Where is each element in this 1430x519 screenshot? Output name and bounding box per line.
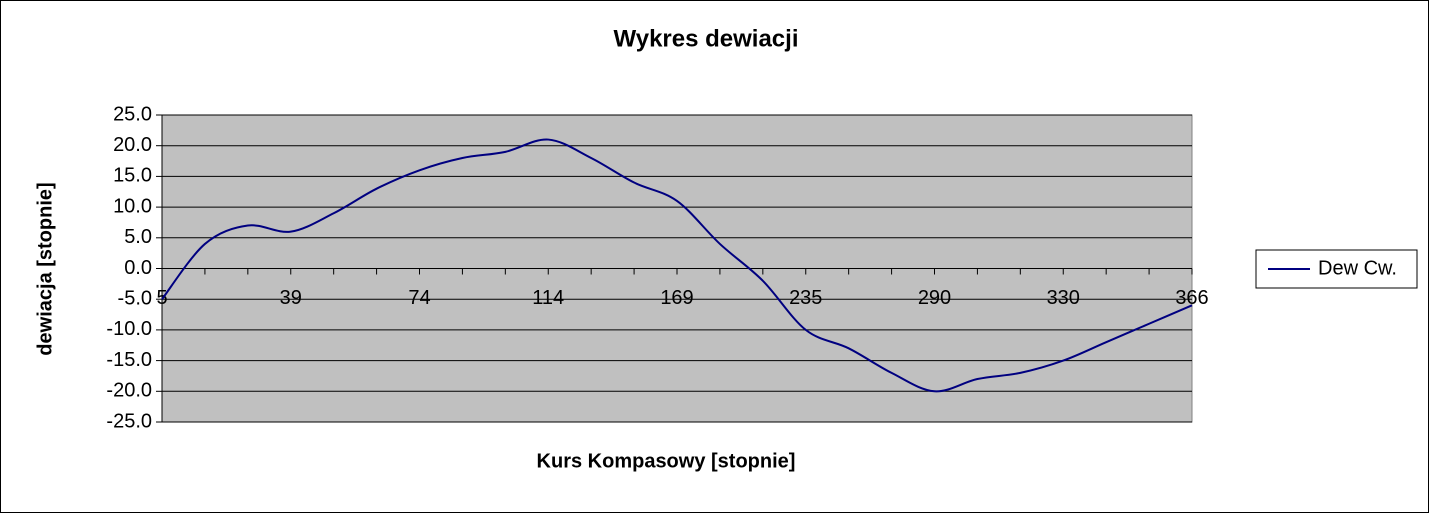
x-tick-label: 114	[532, 287, 564, 309]
x-tick-label: 169	[660, 287, 693, 309]
x-axis-title: Kurs Kompasowy [stopnie]	[537, 450, 796, 472]
x-tick-label: 330	[1047, 287, 1080, 309]
y-axis-title: dewiacja [stopnie]	[34, 182, 56, 355]
y-tick-label: 25.0	[113, 103, 152, 125]
y-tick-label: 15.0	[113, 165, 152, 187]
y-tick-label: 10.0	[113, 195, 152, 217]
x-tick-label: 290	[918, 287, 951, 309]
y-tick-label: -20.0	[106, 380, 152, 402]
x-tick-label: 74	[408, 287, 430, 309]
y-tick-label: -15.0	[106, 349, 152, 371]
y-tick-label: -10.0	[106, 318, 152, 340]
data-line	[161, 138, 1193, 393]
y-tick-label: 5.0	[124, 226, 152, 248]
y-tick-label: -25.0	[106, 410, 152, 432]
y-tick-label: -5.0	[118, 287, 152, 309]
legend-label: Dew Cw.	[1318, 257, 1397, 279]
x-tick-label: 39	[280, 287, 302, 309]
y-tick-label: 0.0	[124, 257, 152, 279]
x-tick-label: 235	[789, 287, 822, 309]
x-tick-label: 366	[1175, 287, 1208, 309]
y-tick-label: 20.0	[113, 134, 152, 156]
chart-title: Wykres dewiacji	[614, 25, 799, 52]
